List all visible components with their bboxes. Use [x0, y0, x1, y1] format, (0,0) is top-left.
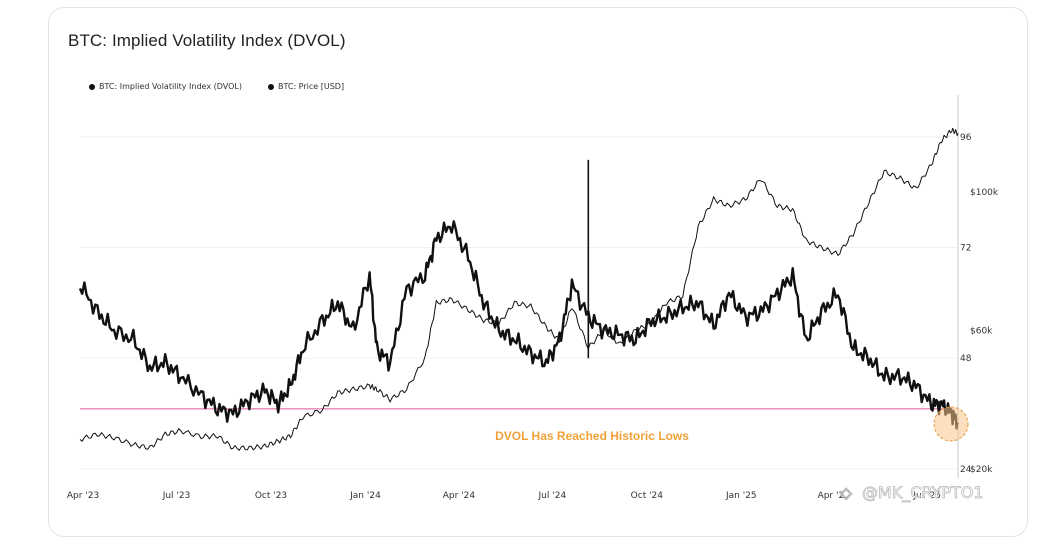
legend-marker-dvol — [89, 83, 95, 90]
y-tick-label-right: $20k — [970, 465, 993, 475]
x-tick-label: Apr '23 — [67, 491, 99, 501]
chart-legend: BTC: Implied Volatility Index (DVOL) BTC… — [89, 82, 344, 91]
legend-label-price: BTC: Price [USD] — [277, 82, 345, 91]
x-tick-label: Apr '24 — [443, 491, 476, 501]
y-tick-label-left: 96 — [960, 133, 972, 143]
y-tick-label-left: 48 — [960, 354, 972, 364]
legend-item-dvol[interactable]: BTC: Implied Volatility Index (DVOL) — [89, 82, 242, 91]
watermark: @MK_CRYPTO1 — [862, 483, 984, 503]
legend-label-dvol: BTC: Implied Volatility Index (DVOL) — [99, 82, 242, 91]
chart-svg: 96 72 48 24 $100k $60k $20k Apr '23 Jul '23 Oct '… — [67, 95, 999, 503]
legend-item-price[interactable]: BTC: Price [USD] — [267, 82, 345, 91]
x-tick-label: Jan '24 — [349, 491, 381, 501]
price-line — [79, 127, 959, 451]
share-icon: ◈ — [840, 483, 853, 502]
x-tick-label: Jul '24 — [538, 491, 567, 501]
x-tick-label: Jul '23 — [162, 491, 191, 501]
x-tick-label: Jul '25 — [912, 491, 941, 501]
legend-marker-price — [267, 83, 274, 90]
dvol-line — [78, 220, 959, 430]
annotation-label: DVOL Has Reached Historic Lows — [495, 429, 689, 443]
y-tick-label-left: 24 — [960, 465, 972, 475]
x-tick-label: Oct '23 — [255, 491, 287, 501]
y-tick-label-left: 72 — [960, 244, 971, 254]
historic-low-highlight — [933, 406, 969, 442]
chart-card — [48, 7, 1028, 537]
y-tick-label-right: $60k — [970, 326, 993, 336]
x-tick-label: Jan '25 — [725, 491, 757, 501]
x-tick-label: Oct '24 — [631, 491, 664, 501]
x-tick-label: Apr '25 — [818, 491, 850, 501]
y-tick-label-right: $100k — [970, 188, 999, 198]
chart-title: BTC: Implied Volatility Index (DVOL) — [68, 31, 346, 50]
